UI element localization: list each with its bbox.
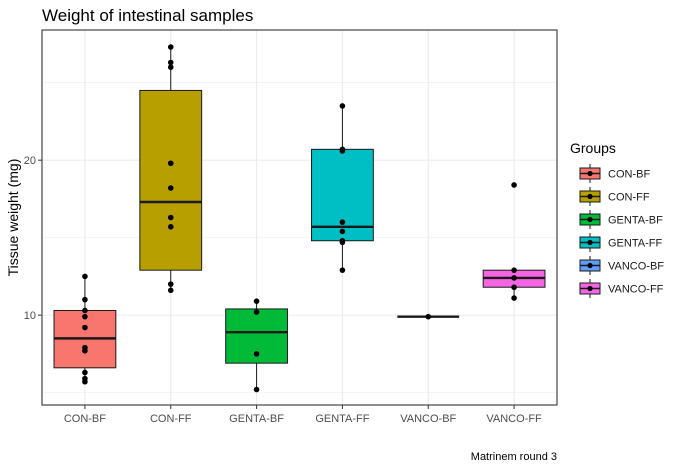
data-point — [253, 309, 260, 315]
data-point — [339, 103, 346, 109]
data-point — [253, 298, 260, 304]
legend-label: CON-FF — [608, 192, 650, 204]
box-body — [139, 89, 203, 271]
data-point — [82, 296, 88, 303]
y-tick-label: 20 — [24, 155, 36, 167]
data-point — [82, 307, 88, 314]
legend-label: VANCO-BF — [608, 261, 664, 273]
legend: Groups CON-BF CON-FF GENTA-BF GENTA-FF VANCO-… — [570, 140, 664, 298]
data-point — [511, 284, 517, 291]
data-point — [339, 219, 346, 225]
data-point — [167, 185, 174, 191]
axis-layer: 10 20 CON-BF CON-FF GENTA-BF GENTA-FF VANCO-BF… — [24, 29, 558, 425]
legend-label: GENTA-BF — [608, 215, 663, 227]
legend-label: VANCO-FF — [608, 284, 664, 296]
box-layer — [53, 47, 546, 390]
x-tick-label: GENTA-BF — [229, 413, 284, 425]
plot-border — [41, 29, 558, 406]
legend-item-con-bf: CON-BF — [579, 164, 650, 183]
data-point — [82, 378, 88, 385]
data-point — [339, 239, 346, 246]
legend-title: Groups — [570, 140, 616, 156]
x-tick-label: GENTA-FF — [315, 413, 369, 425]
data-point — [511, 182, 517, 188]
data-point — [167, 44, 174, 50]
data-point — [511, 275, 517, 281]
legend-key-point — [587, 285, 593, 292]
data-point — [167, 287, 174, 294]
legend-item-genta-ff: GENTA-FF — [579, 233, 662, 252]
data-point — [253, 386, 260, 393]
data-point — [253, 351, 260, 357]
x-tick-label: CON-FF — [150, 413, 192, 425]
x-tick-label: CON-BF — [64, 413, 106, 425]
legend-label: CON-BF — [608, 169, 650, 181]
legend-key-point — [587, 216, 593, 223]
legend-item-vanco-ff: VANCO-FF — [579, 279, 664, 298]
chart-title: Weight of intestinal samples — [42, 6, 253, 25]
data-point — [82, 369, 88, 376]
legend-key-point — [587, 239, 593, 246]
data-point — [167, 281, 174, 287]
y-tick-label: 10 — [24, 310, 36, 322]
x-tick-label: VANCO-FF — [486, 413, 542, 425]
data-point — [167, 223, 174, 230]
data-point — [511, 267, 517, 273]
data-point — [82, 273, 88, 280]
data-point — [339, 267, 346, 273]
data-point — [82, 347, 88, 354]
point-layer — [82, 44, 517, 393]
legend-item-con-ff: CON-FF — [579, 187, 650, 206]
legend-item-genta-bf: GENTA-BF — [579, 210, 663, 229]
data-point — [339, 228, 346, 235]
legend-key-point — [587, 170, 593, 177]
data-point — [167, 214, 174, 221]
data-point — [82, 324, 88, 331]
data-point — [167, 59, 174, 66]
data-point — [425, 313, 432, 320]
data-point — [167, 64, 174, 70]
legend-key-point — [587, 193, 593, 200]
plot-panel — [42, 30, 557, 405]
x-tick-label: VANCO-BF — [400, 413, 456, 425]
legend-label: GENTA-FF — [608, 238, 662, 250]
data-point — [82, 313, 88, 320]
box-group-con-ff — [139, 47, 203, 291]
legend-key-point — [587, 262, 593, 269]
data-point — [167, 160, 174, 167]
caption: Matrinem round 3 — [471, 451, 557, 463]
data-point — [511, 295, 517, 301]
data-point — [339, 148, 346, 154]
y-axis-label: Tissue weight (mg) — [5, 159, 21, 277]
legend-item-vanco-bf: VANCO-BF — [579, 256, 664, 275]
